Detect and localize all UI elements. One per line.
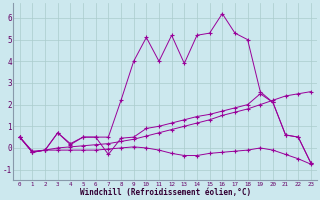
X-axis label: Windchill (Refroidissement éolien,°C): Windchill (Refroidissement éolien,°C) <box>80 188 251 197</box>
